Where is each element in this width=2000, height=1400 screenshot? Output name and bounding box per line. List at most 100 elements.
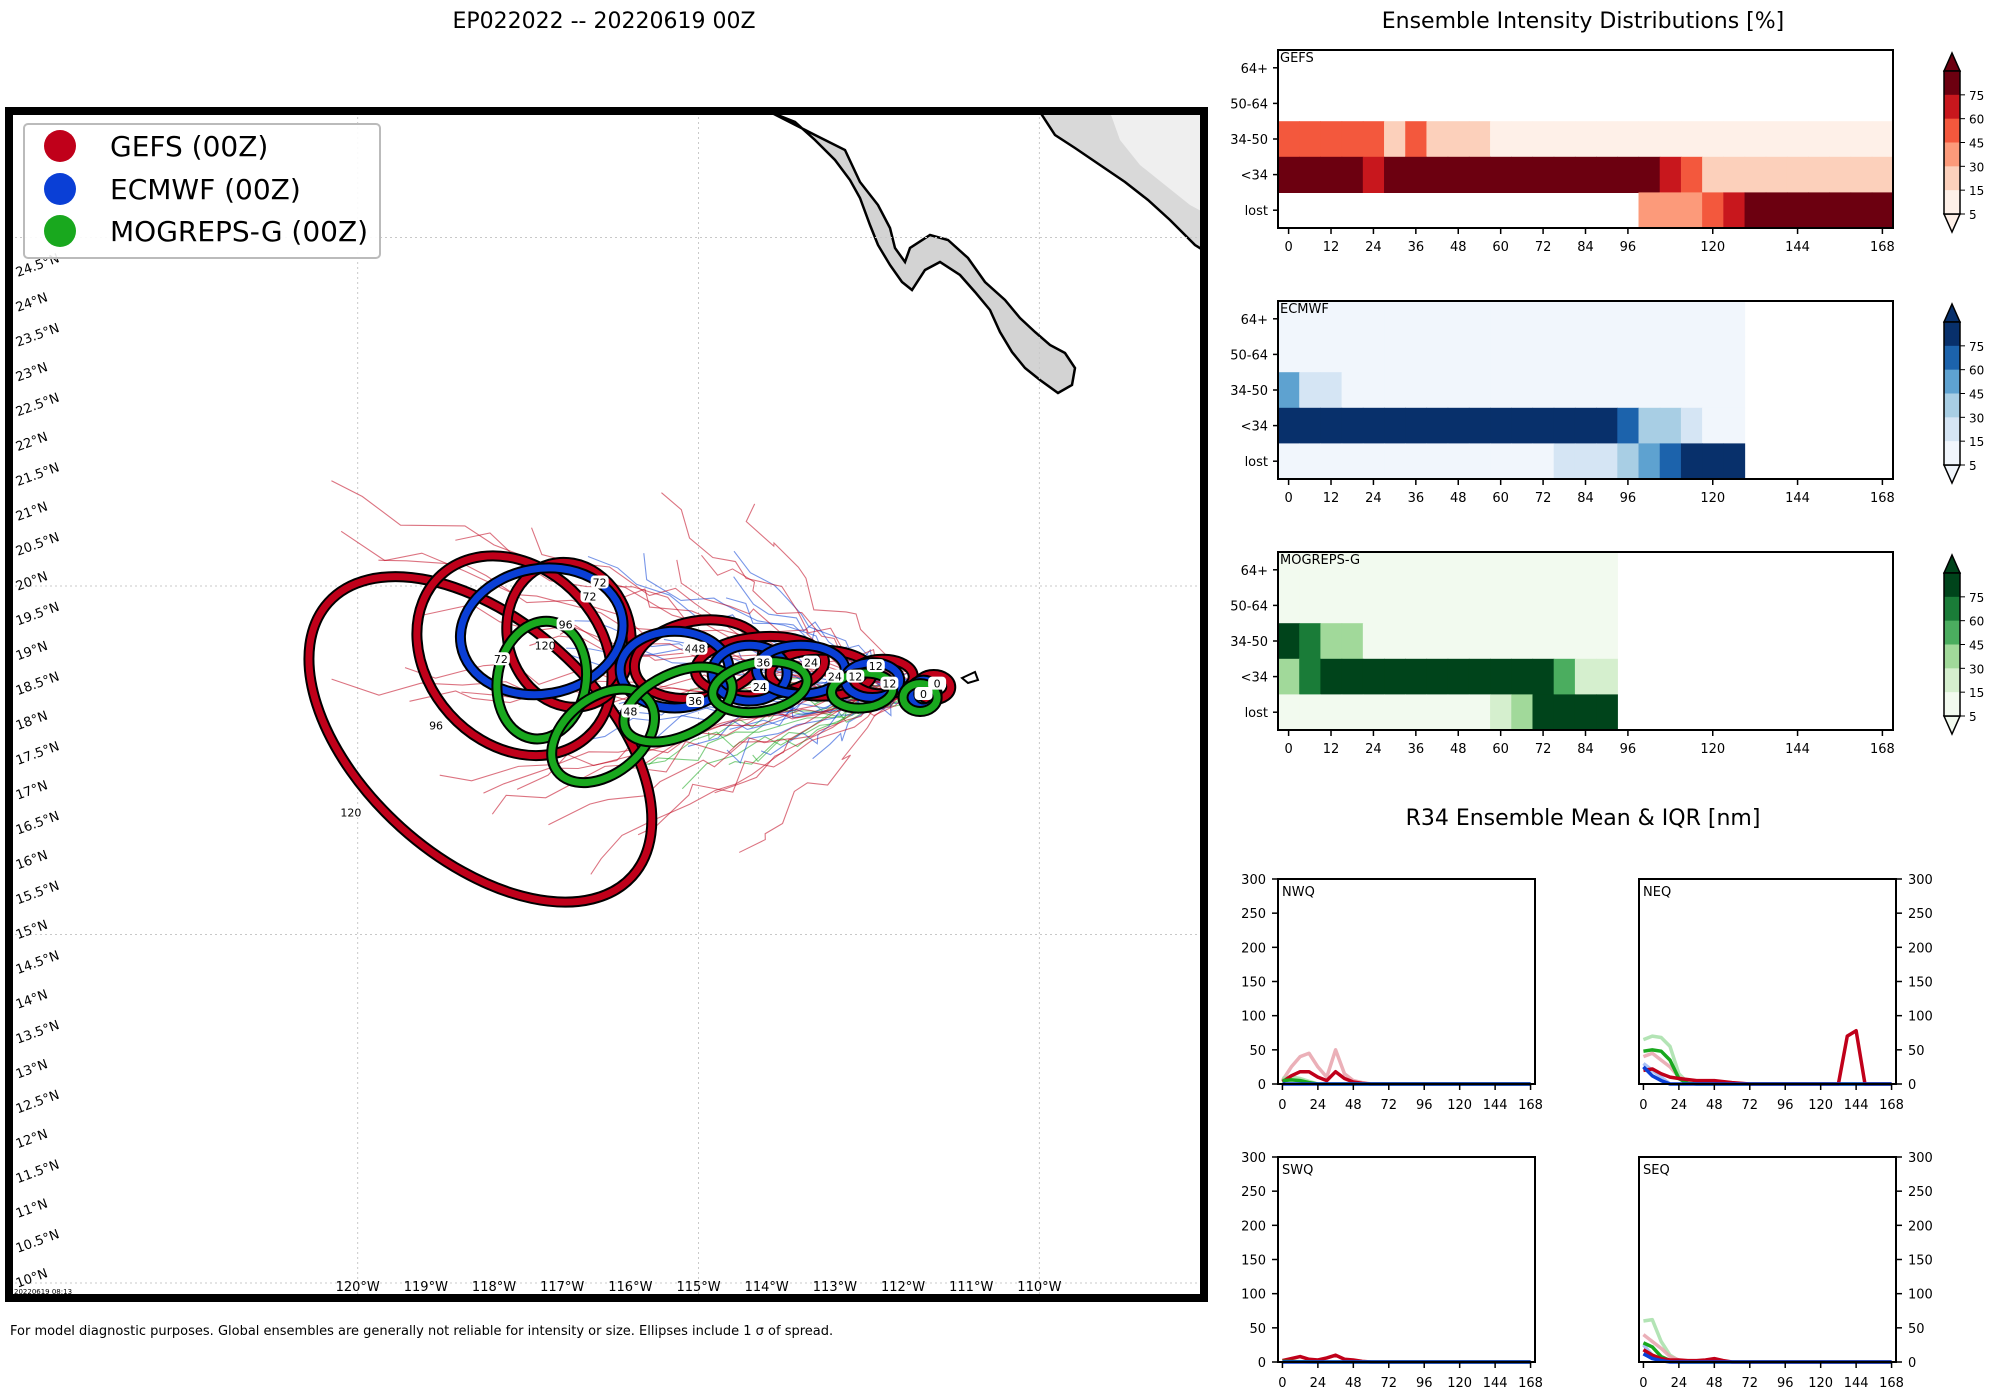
heat-cell <box>1468 623 1491 660</box>
heat-cell <box>1723 156 1746 193</box>
heat-x-tick-label: 96 <box>1620 240 1637 255</box>
heat-cell <box>1384 552 1406 589</box>
r34-y-tick-label: 100 <box>1908 1010 1933 1025</box>
r34-y-tick-label: 250 <box>1908 907 1933 922</box>
heat-cell <box>1511 552 1534 589</box>
heat-cell <box>1320 156 1343 193</box>
heat-cell <box>1299 443 1322 480</box>
heat-cell <box>1702 301 1724 338</box>
heat-cell <box>1574 587 1597 624</box>
heat-cell <box>1680 372 1703 409</box>
ellipse-hour-label-bg <box>802 655 821 669</box>
heat-x-tick-label: 36 <box>1408 240 1425 255</box>
heat-cell <box>1447 121 1470 158</box>
heat-row-label: lost <box>1245 455 1268 470</box>
legend-gefs-marker <box>44 130 76 162</box>
heat-cell <box>1490 336 1512 373</box>
heat-cell <box>1596 407 1618 444</box>
heat-cell <box>1299 587 1322 624</box>
heat-cell <box>1278 407 1300 444</box>
colorbar-tick-label: 45 <box>1969 137 1984 151</box>
heat-cell <box>1596 623 1618 660</box>
heat-cell <box>1426 121 1449 158</box>
heat-cell <box>1574 443 1597 480</box>
heat-cell <box>1405 301 1428 338</box>
heat-cell <box>1447 587 1470 624</box>
heat-cell <box>1341 658 1364 695</box>
r34-x-tick-label: 168 <box>1518 1098 1543 1113</box>
r34-line-mogreps-iqr <box>1642 1034 1689 1084</box>
heat-cell <box>1426 372 1449 409</box>
heat-cell <box>1638 192 1661 229</box>
heat-cell <box>1680 407 1703 444</box>
colorbar-tick-label: 30 <box>1969 411 1984 425</box>
heat-cell <box>1490 623 1512 660</box>
heat-x-tick-label: 0 <box>1284 491 1292 506</box>
heat-x-tick-label: 0 <box>1284 240 1292 255</box>
r34-x-tick-label: 24 <box>1310 1376 1327 1391</box>
heat-x-tick-label: 0 <box>1284 742 1292 757</box>
colorbar-tick-label: 5 <box>1969 710 1977 724</box>
heat-cell <box>1553 407 1576 444</box>
heat-cell <box>1532 372 1555 409</box>
heat-cell <box>1320 552 1343 589</box>
colorbar-tick-label: 5 <box>1969 459 1977 473</box>
heat-cell <box>1299 301 1322 338</box>
heat-cell <box>1299 552 1322 589</box>
colorbar-max-arrow <box>1942 51 1962 72</box>
heat-row-label: lost <box>1245 204 1268 219</box>
colorbar-segment <box>1944 322 1960 347</box>
heat-cell <box>1490 658 1512 695</box>
heat-cell <box>1532 623 1555 660</box>
heat-cell <box>1786 121 1809 158</box>
heat-row-label: <34 <box>1241 671 1268 686</box>
colorbar-tick-label: 30 <box>1969 662 1984 676</box>
heat-cell <box>1659 192 1682 229</box>
heat-cell <box>1659 443 1682 480</box>
heat-cell <box>1871 156 1894 193</box>
r34-x-tick-label: 144 <box>1844 1376 1869 1391</box>
heat-cell <box>1680 336 1703 373</box>
heat-cell <box>1617 372 1640 409</box>
heatmap-ecmwf: 64+ 50-64 34-50 <34 lost 0 12 24 36 48 60 72 84 96 120… <box>1230 300 1984 506</box>
heat-cell <box>1511 443 1534 480</box>
r34-y-tick-label: 0 <box>1258 1078 1266 1093</box>
colorbar-tick-label: 60 <box>1969 364 1984 378</box>
heat-cell <box>1850 121 1873 158</box>
ellipse-hour-label: 12 <box>882 678 896 691</box>
colorbar-tick-label: 15 <box>1969 686 1984 700</box>
heat-cell <box>1574 121 1597 158</box>
r34-x-tick-label: 48 <box>1345 1098 1362 1113</box>
heat-cell <box>1278 552 1300 589</box>
r34-y-tick-label: 150 <box>1241 976 1266 991</box>
heat-cell <box>1468 301 1491 338</box>
heat-cell <box>1426 336 1449 373</box>
heat-cell <box>1723 443 1746 480</box>
map-lon-tick-label: 116°W <box>608 1280 652 1295</box>
legend-ecmwf-marker <box>44 173 76 205</box>
heat-cell <box>1511 658 1534 695</box>
colorbar-segment <box>1944 142 1960 167</box>
heat-x-tick-label: 36 <box>1408 491 1425 506</box>
heat-cell <box>1596 443 1618 480</box>
spread-ellipse-ecmwf <box>456 564 627 699</box>
heat-x-tick-label: 168 <box>1870 240 1895 255</box>
heat-cell <box>1299 121 1322 158</box>
r34-y-tick-label: 100 <box>1241 1288 1266 1303</box>
heat-cell <box>1702 336 1724 373</box>
heat-x-tick-label: 72 <box>1535 491 1552 506</box>
heat-cell <box>1341 623 1364 660</box>
heat-row-label: lost <box>1245 706 1268 721</box>
heat-cell <box>1574 694 1597 731</box>
heat-cell <box>1426 694 1449 731</box>
heat-cell <box>1447 372 1470 409</box>
heat-cell <box>1278 301 1300 338</box>
heat-cell <box>1765 121 1788 158</box>
heat-row-label: 34-50 <box>1230 133 1268 148</box>
heat-cell <box>1786 156 1809 193</box>
heat-x-tick-label: 120 <box>1700 742 1725 757</box>
heat-cell <box>1362 336 1385 373</box>
map-lon-tick-label: 117°W <box>540 1280 584 1295</box>
heat-cell <box>1341 372 1364 409</box>
heat-cell <box>1574 552 1597 589</box>
